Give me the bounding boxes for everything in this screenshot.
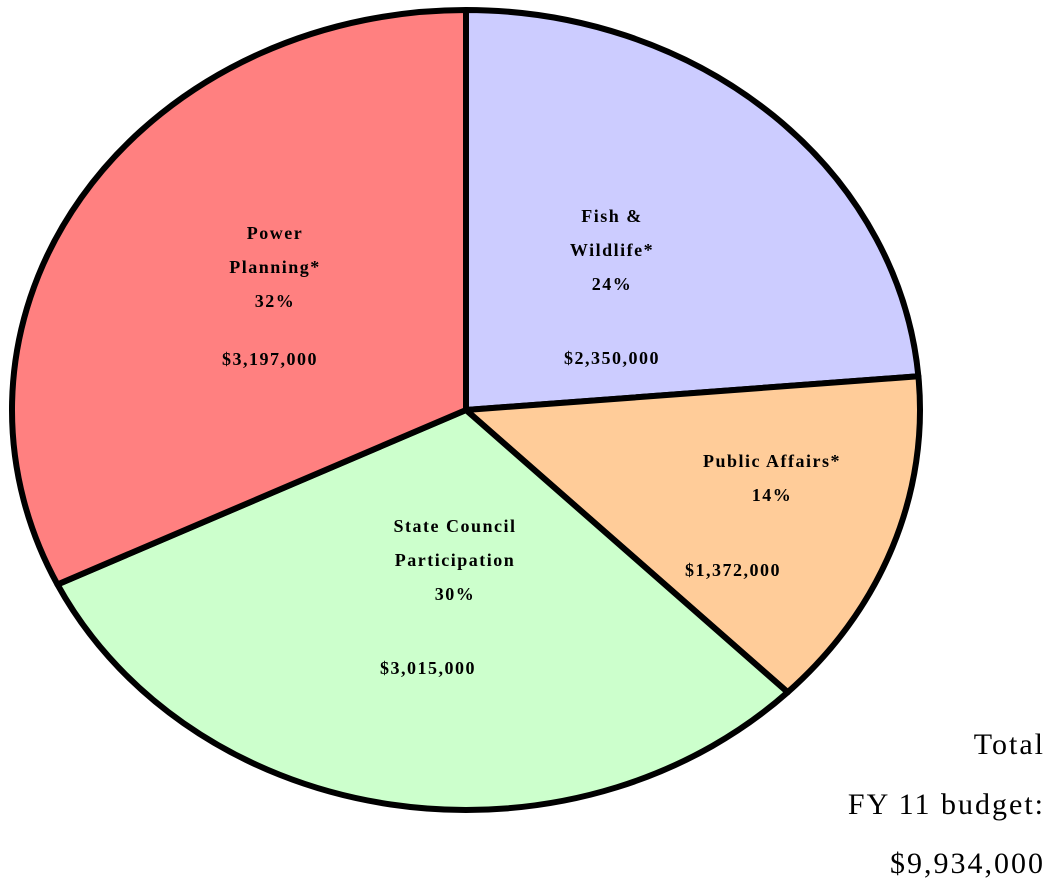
- pie-slice: [54, 407, 791, 813]
- value-label: $3,197,000: [222, 349, 318, 369]
- percent-label: 14%: [751, 485, 793, 505]
- annotation: $9,934,000: [890, 847, 1045, 880]
- percent-label: 24%: [591, 274, 633, 294]
- value-label: $1,372,000: [685, 560, 781, 580]
- value-label: $2,350,000: [564, 348, 660, 368]
- slice-label: State Council Participation: [393, 516, 517, 570]
- annotation: FY 11 budget:: [847, 788, 1045, 821]
- slice-label: Fish & Wildlife*: [569, 206, 655, 260]
- pie-slice: [463, 373, 923, 696]
- slice-label: Public Affairs*: [703, 451, 841, 471]
- pie-slice: [9, 7, 469, 588]
- percent-label: 30%: [434, 584, 476, 604]
- slice-label: Power Planning*: [229, 223, 321, 277]
- pie-slice: [463, 7, 922, 413]
- annotation: Total: [973, 728, 1045, 761]
- percent-label: 32%: [254, 291, 296, 311]
- value-label: $3,015,000: [380, 658, 476, 678]
